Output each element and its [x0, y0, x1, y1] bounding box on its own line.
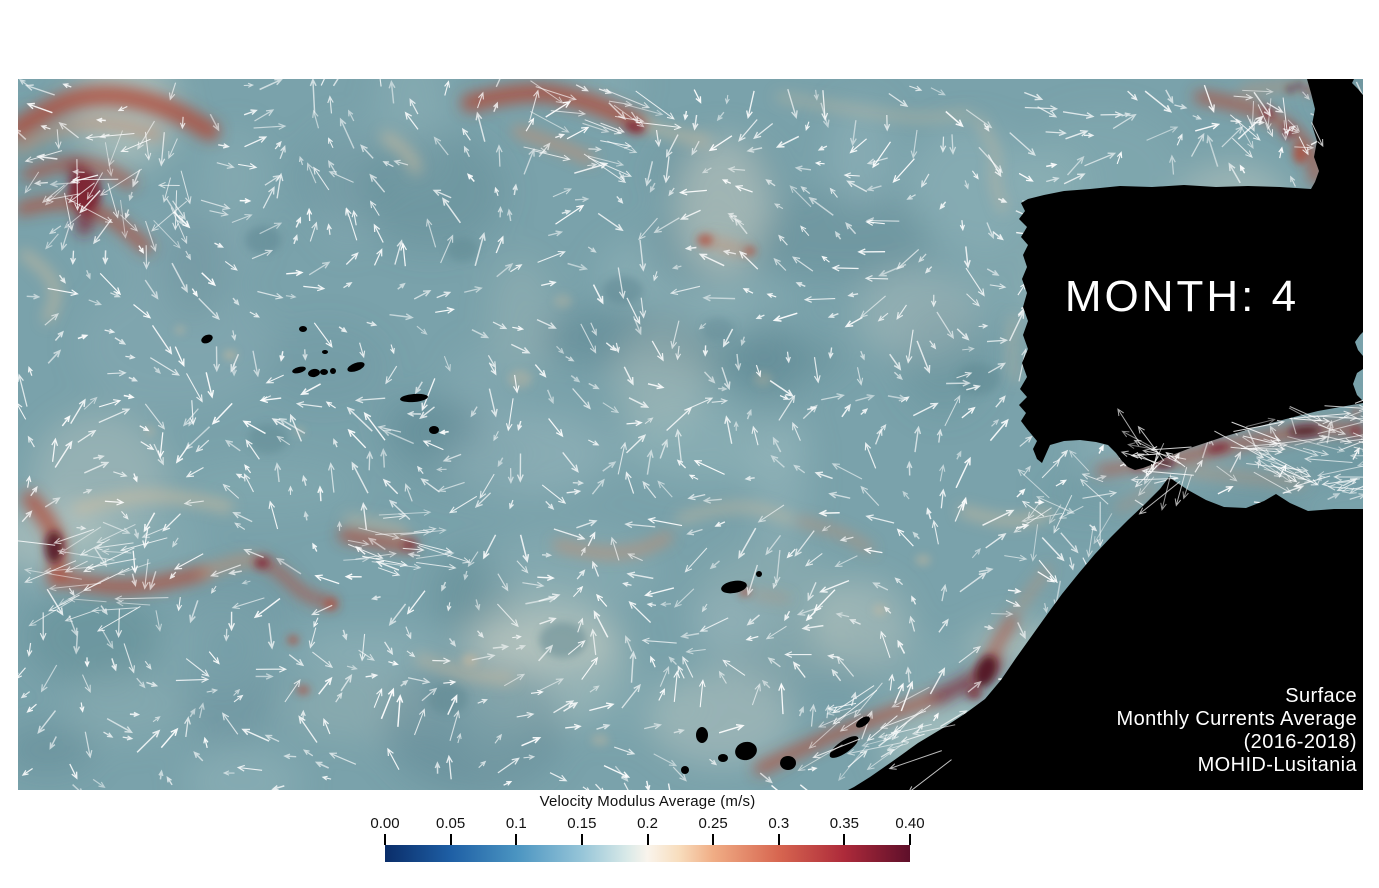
colorbar-tick-labels: 0.00 0.05 0.1 0.15 0.2 0.25 0.3 0.35 0.40 [370, 815, 924, 833]
colorbar-tick-mark [712, 834, 715, 845]
colorbar-tick-label: 0.40 [895, 815, 925, 832]
colorbar-tick-label: 0.15 [567, 815, 597, 832]
colorbar-tick-label: 0.00 [370, 815, 400, 832]
colorbar-tick-mark [843, 834, 846, 845]
currents-map: MONTH: 4 Surface Monthly Currents Averag… [18, 79, 1363, 790]
colorbar-tick-label: 0.1 [505, 815, 527, 832]
colorbar-tick-mark [515, 834, 518, 845]
colorbar-tick-label: 0.2 [637, 815, 658, 832]
colorbar-tick-mark [384, 834, 386, 845]
colorbar-tick-mark [777, 834, 780, 845]
colorbar-title: Velocity Modulus Average (m/s) [539, 793, 756, 810]
colorbar-tick-label: 0.3 [768, 815, 790, 832]
colorbar-tick-mark [580, 834, 583, 845]
caption-line-model: MOHID-Lusitania [1197, 754, 1357, 776]
colorbar-tick-label: 0.35 [829, 815, 859, 832]
caption-line-title: Monthly Currents Average [1116, 708, 1357, 730]
colorbar-tick-mark [646, 834, 649, 845]
colorbar-gradient [385, 845, 910, 862]
colorbar-tick-label: 0.25 [698, 815, 728, 832]
month-annotation: MONTH: 4 [1064, 272, 1300, 321]
figure-caption: Surface Monthly Currents Average (2016-2… [1117, 685, 1357, 777]
colorbar: Velocity Modulus Average (m/s) 0.00 0.05 0… [370, 793, 925, 871]
caption-line-surface: Surface [1285, 685, 1357, 707]
colorbar-tick-mark [449, 834, 452, 845]
ocean-currents-field [18, 79, 1363, 790]
colorbar-tick-mark [909, 834, 911, 845]
colorbar-tick-label: 0.05 [436, 815, 466, 832]
colorbar-tick-marks [384, 834, 911, 845]
caption-line-years: (2016-2018) [1243, 731, 1357, 753]
